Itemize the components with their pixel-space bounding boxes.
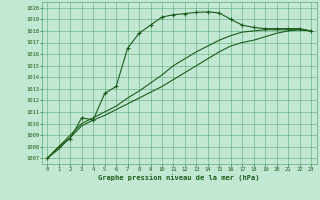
X-axis label: Graphe pression niveau de la mer (hPa): Graphe pression niveau de la mer (hPa) xyxy=(99,174,260,181)
